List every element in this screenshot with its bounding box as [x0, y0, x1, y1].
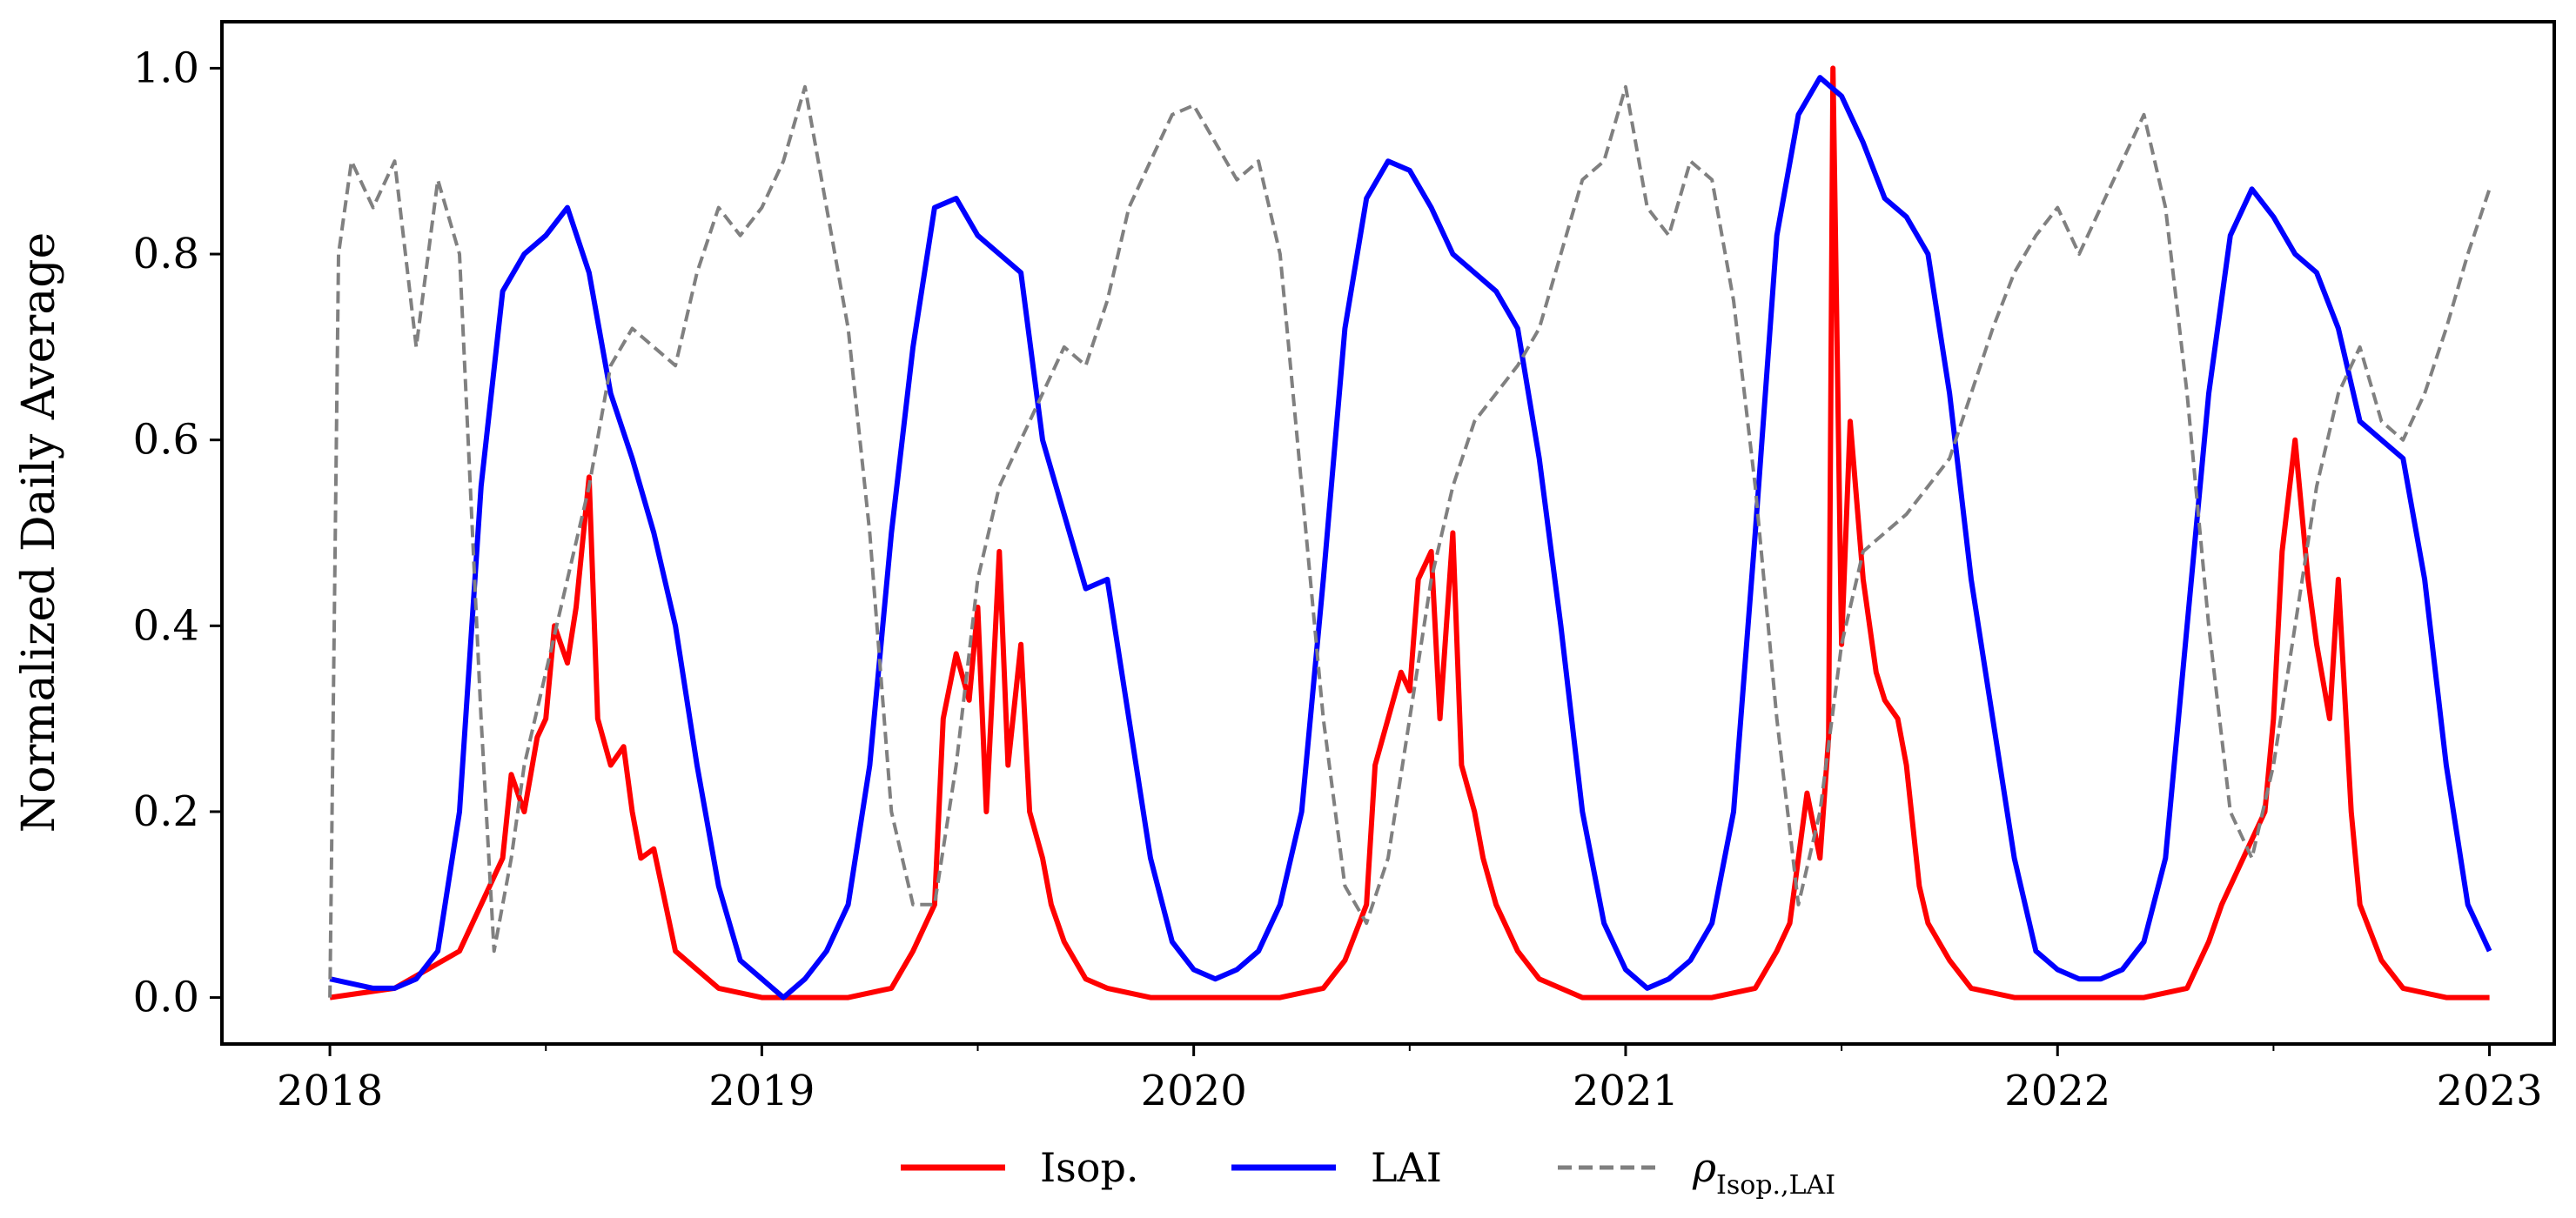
x-tick-label: 2018	[277, 1067, 383, 1115]
series-line-lai	[329, 75, 2492, 1000]
series-layer	[328, 65, 2492, 1000]
legend-label-isop: Isop.	[1040, 1144, 1139, 1191]
legend-item-lai: LAI	[1231, 1144, 1442, 1191]
y-tick-label: 0.8	[133, 230, 199, 278]
legend: Isop. LAI ρIsop.,LAI	[901, 1144, 1835, 1201]
y-tick-label: 0.0	[133, 974, 199, 1022]
x-tick-label: 2022	[2004, 1067, 2110, 1115]
legend-label-rho: ρIsop.,LAI	[1692, 1144, 1835, 1201]
rho-symbol: ρ	[1692, 1144, 1716, 1191]
x-axis: 2018 2019 2020 2021 2022 2023	[277, 1044, 2543, 1115]
rho-subscript: Isop.,LAI	[1716, 1170, 1835, 1201]
x-tick-label: 2023	[2436, 1067, 2542, 1115]
legend-label-lai: LAI	[1371, 1144, 1442, 1191]
legend-item-isop: Isop.	[901, 1144, 1139, 1191]
x-tick-label: 2019	[708, 1067, 815, 1115]
series-line-rho	[328, 84, 2492, 998]
x-tick-label: 2021	[1573, 1067, 1679, 1115]
legend-item-rho: ρIsop.,LAI	[1558, 1144, 1835, 1201]
y-axis: 0.0 0.2 0.4 0.6 0.8 1.0	[133, 44, 222, 1022]
y-axis-title: Normalized Daily Average	[13, 232, 65, 833]
plot-frame	[220, 20, 2556, 1046]
y-tick-label: 0.6	[133, 416, 199, 465]
y-tick-label: 1.0	[133, 44, 199, 92]
x-tick-label: 2020	[1141, 1067, 1247, 1115]
series-line-isop	[329, 65, 2490, 1000]
y-tick-label: 0.4	[133, 601, 199, 650]
y-tick-label: 0.2	[133, 787, 199, 836]
